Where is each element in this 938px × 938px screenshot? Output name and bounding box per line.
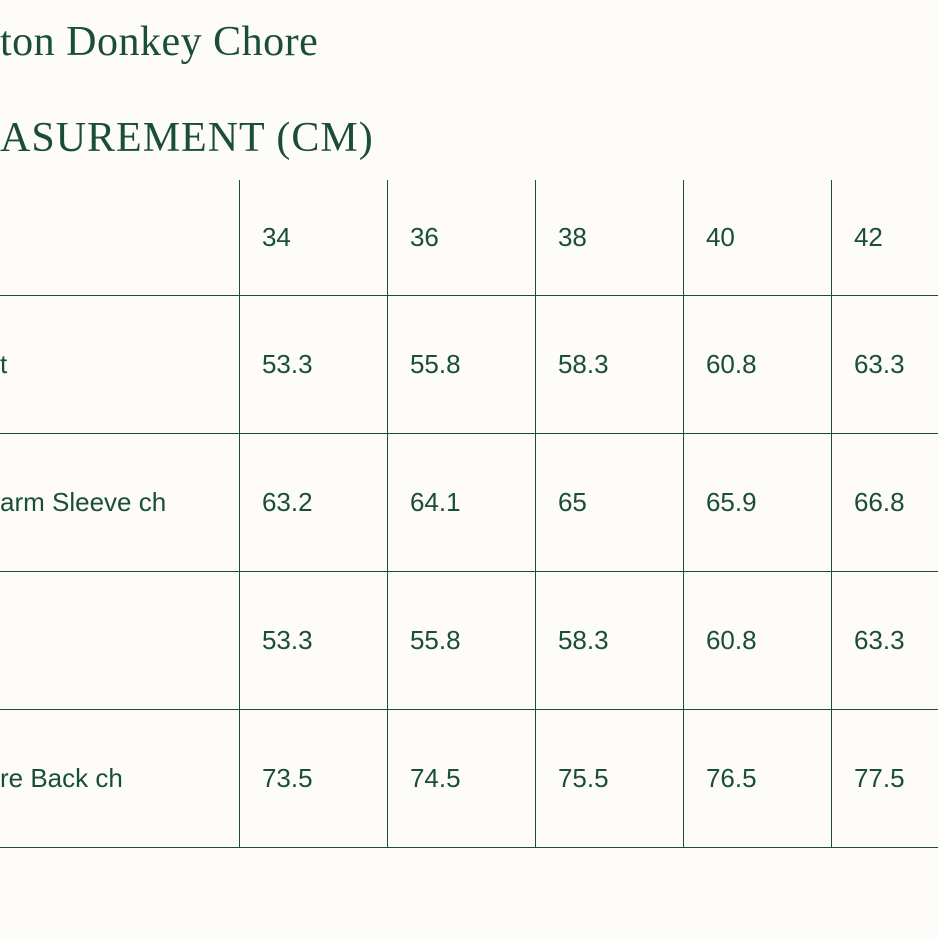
measurement-label	[0, 571, 239, 709]
measurement-value: 63.2	[239, 433, 387, 571]
measurement-value: 55.8	[387, 571, 535, 709]
measurement-value: 75.5	[535, 709, 683, 847]
measurement-value: 65.9	[683, 433, 831, 571]
measurement-value: 65	[535, 433, 683, 571]
measurement-value: 55.8	[387, 295, 535, 433]
measurement-label: re Back ch	[0, 709, 239, 847]
table-row: re Back ch 73.5 74.5 75.5 76.5 77.5	[0, 709, 938, 847]
product-title: ton Donkey Chore	[0, 18, 938, 66]
measurement-value: 77.5	[831, 709, 938, 847]
size-header: 36	[387, 180, 535, 295]
size-header: 40	[683, 180, 831, 295]
measurement-value: 66.8	[831, 433, 938, 571]
measurement-label: arm Sleeve ch	[0, 433, 239, 571]
size-header: 42	[831, 180, 938, 295]
measurement-value: 64.1	[387, 433, 535, 571]
size-header: 38	[535, 180, 683, 295]
measurement-value: 58.3	[535, 571, 683, 709]
size-header: 34	[239, 180, 387, 295]
measurement-value: 58.3	[535, 295, 683, 433]
header-empty	[0, 180, 239, 295]
measurement-value: 74.5	[387, 709, 535, 847]
measurement-value: 73.5	[239, 709, 387, 847]
measurement-value: 53.3	[239, 571, 387, 709]
measurement-heading: ASUREMENT (CM)	[0, 114, 938, 162]
table-row: t 53.3 55.8 58.3 60.8 63.3	[0, 295, 938, 433]
table-row: 53.3 55.8 58.3 60.8 63.3	[0, 571, 938, 709]
measurement-value: 76.5	[683, 709, 831, 847]
measurement-label: t	[0, 295, 239, 433]
measurement-value: 63.3	[831, 295, 938, 433]
size-table: 34 36 38 40 42 t 53.3 55.8 58.3 60.8 63.…	[0, 180, 938, 848]
table-header-row: 34 36 38 40 42	[0, 180, 938, 295]
measurement-value: 53.3	[239, 295, 387, 433]
table-row: arm Sleeve ch 63.2 64.1 65 65.9 66.8	[0, 433, 938, 571]
measurement-value: 63.3	[831, 571, 938, 709]
measurement-value: 60.8	[683, 295, 831, 433]
measurement-value: 60.8	[683, 571, 831, 709]
